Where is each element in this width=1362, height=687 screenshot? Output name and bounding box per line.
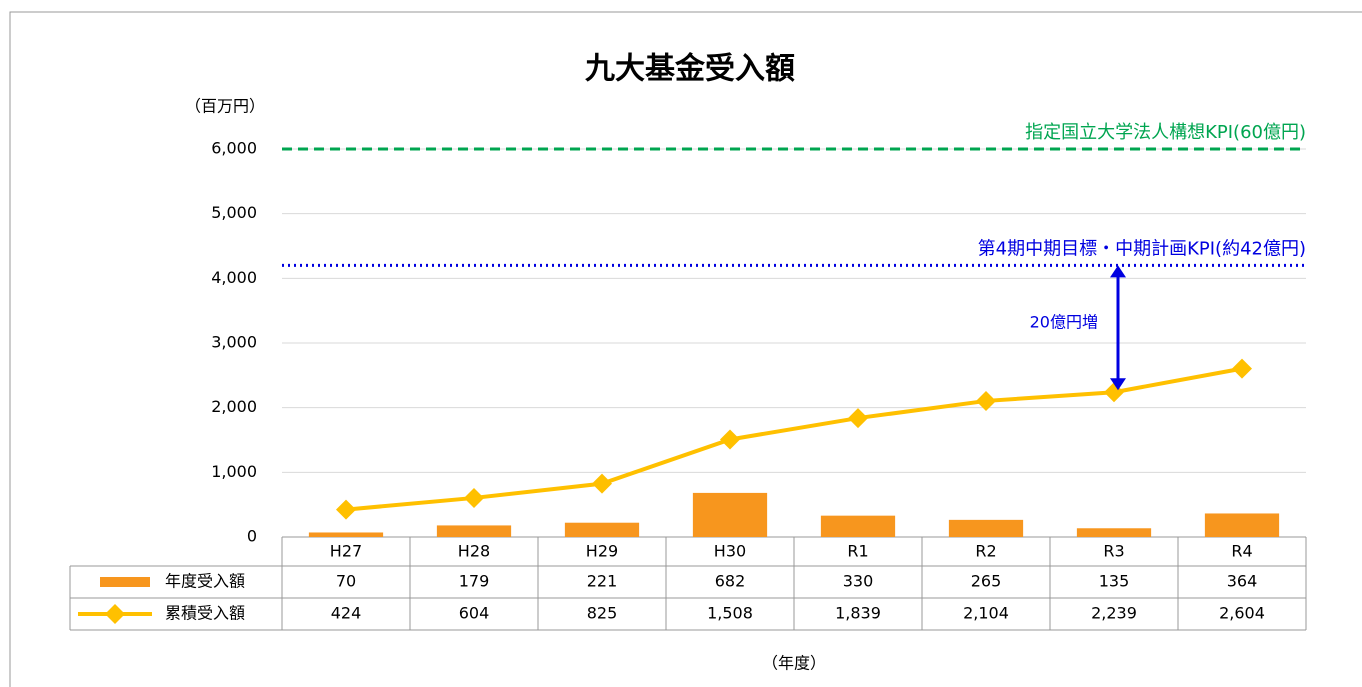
y-tick-label: 0 bbox=[247, 527, 257, 546]
bar bbox=[948, 519, 1024, 537]
x-tick-label: R2 bbox=[975, 542, 996, 561]
table-value: 2,239 bbox=[1091, 604, 1137, 623]
line bbox=[345, 366, 1243, 512]
bar bbox=[564, 522, 640, 537]
table-value: 135 bbox=[1099, 572, 1130, 591]
y-tick-label: 4,000 bbox=[211, 268, 257, 287]
bar bbox=[1204, 513, 1280, 537]
legend-swatch bbox=[100, 577, 150, 587]
table-value: 424 bbox=[331, 604, 362, 623]
table-value: 221 bbox=[587, 572, 618, 591]
y-tick-label: 1,000 bbox=[211, 462, 257, 481]
y-tick-label: 5,000 bbox=[211, 203, 257, 222]
table-value: 2,104 bbox=[963, 604, 1009, 623]
table-value: 265 bbox=[971, 572, 1002, 591]
marker bbox=[848, 408, 868, 429]
table-value: 70 bbox=[336, 572, 356, 591]
table-value: 825 bbox=[587, 604, 618, 623]
table-value: 604 bbox=[459, 604, 490, 623]
table-value: 364 bbox=[1227, 572, 1258, 591]
x-tick-label: H28 bbox=[458, 542, 490, 561]
frame bbox=[9, 11, 1362, 687]
bar bbox=[436, 525, 512, 537]
annotation: 20億円増 bbox=[1030, 313, 1098, 332]
x-tick-label: H29 bbox=[586, 542, 618, 561]
chart-title: 九大基金受入額 bbox=[585, 52, 795, 87]
y-tick-label: 3,000 bbox=[211, 333, 257, 352]
legend-label: 年度受入額 bbox=[165, 572, 245, 591]
marker bbox=[720, 429, 740, 450]
table-value: 330 bbox=[843, 572, 874, 591]
table-value: 1,508 bbox=[707, 604, 753, 623]
y-tick-label: 6,000 bbox=[211, 139, 257, 158]
marker bbox=[592, 473, 612, 494]
table-value: 2,604 bbox=[1219, 604, 1265, 623]
table-value: 682 bbox=[715, 572, 746, 591]
table-value: 1,839 bbox=[835, 604, 881, 623]
reference-label: 第4期中期目標・中期計画KPI(約42億円) bbox=[978, 238, 1306, 259]
x-tick-label: R4 bbox=[1231, 542, 1252, 561]
x-tick-label: R1 bbox=[847, 542, 868, 561]
bar bbox=[308, 532, 384, 537]
x-tick-label: H30 bbox=[714, 542, 746, 561]
marker bbox=[1232, 358, 1252, 379]
x-tick-label: H27 bbox=[330, 542, 362, 561]
y-tick-label: 2,000 bbox=[211, 397, 257, 416]
bar bbox=[1076, 528, 1152, 537]
y-axis-label: （百万円） bbox=[185, 97, 265, 116]
marker bbox=[464, 487, 484, 508]
reference-label: 指定国立大学法人構想KPI(60億円) bbox=[1025, 122, 1306, 143]
table-value: 179 bbox=[459, 572, 490, 591]
legend-marker bbox=[105, 604, 125, 624]
marker bbox=[336, 499, 356, 520]
bar bbox=[692, 492, 768, 537]
legend-label: 累積受入額 bbox=[165, 604, 245, 623]
x-tick-label: R3 bbox=[1103, 542, 1124, 561]
bar bbox=[820, 515, 896, 537]
x-axis-label: （年度） bbox=[762, 654, 826, 673]
marker bbox=[976, 390, 996, 411]
